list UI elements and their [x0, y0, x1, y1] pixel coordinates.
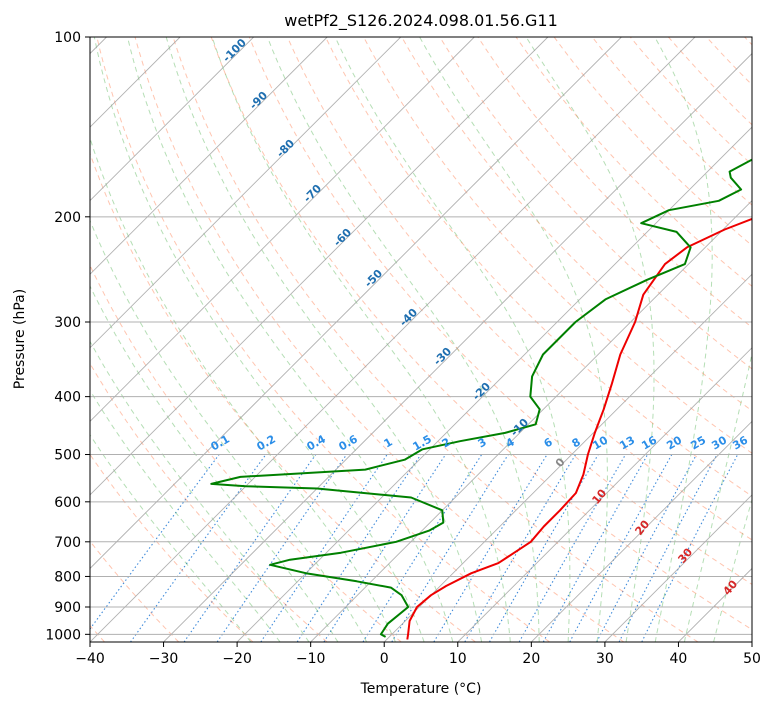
dry-adiabat	[172, 37, 699, 642]
moist-adiabat	[90, 433, 252, 642]
isotherm-line	[383, 273, 752, 642]
dry-adiabat	[90, 453, 254, 642]
moist-adiabat	[165, 37, 483, 642]
moist-adiabat	[211, 37, 511, 642]
x-tick-label: 10	[449, 651, 467, 667]
mixing-ratio-line	[489, 454, 599, 642]
y-tick-label: 200	[54, 210, 81, 226]
mixing-ratio-line	[216, 454, 348, 642]
isotherm-line	[90, 37, 549, 496]
x-tick-label: 0	[380, 651, 389, 667]
moist-adiabat	[90, 340, 310, 642]
x-tick-label: −10	[296, 651, 326, 667]
moist-adiabat	[266, 37, 540, 642]
y-tick-label: 700	[54, 535, 81, 551]
y-tick-label: 500	[54, 448, 81, 464]
dewpoint-profile	[210, 158, 752, 638]
isotherm-line	[310, 200, 752, 642]
moist-adiabat	[419, 37, 608, 642]
chart-title: wetPf2_S126.2024.098.01.56.G11	[284, 11, 558, 31]
dry-adiabat	[90, 152, 476, 642]
moist-adiabat	[90, 389, 281, 642]
dry-adiabat	[96, 37, 550, 642]
isotherm-line	[90, 37, 402, 349]
y-tick-label: 1000	[45, 627, 81, 643]
y-axis-label: Pressure (hPa)	[12, 289, 28, 389]
dry-adiabat	[286, 37, 752, 541]
mixing-ratio-line	[260, 454, 388, 642]
y-tick-label: 900	[54, 600, 81, 616]
dry-adiabat	[325, 37, 752, 497]
isotherm-line	[90, 37, 254, 202]
dry-adiabat	[515, 37, 752, 287]
isotherm-line	[531, 420, 752, 642]
x-tick-label: −20	[222, 651, 252, 667]
dry-adiabat	[401, 37, 752, 412]
x-axis-label: Temperature (°C)	[360, 681, 482, 697]
mixing-ratio-line	[596, 454, 697, 642]
mixing-ratio-line	[296, 454, 422, 642]
mixing-ratio-line	[518, 454, 626, 642]
isotherm-line	[90, 37, 622, 570]
y-tick-label: 400	[54, 390, 81, 406]
profile-series	[210, 158, 752, 640]
dry-adiabat	[90, 362, 328, 642]
isotherm-line	[604, 494, 752, 642]
isotherm-line	[90, 37, 328, 275]
y-tick-label: 800	[54, 569, 81, 585]
mixing-ratio-line	[130, 454, 267, 642]
mixing-ratio-line	[323, 454, 447, 642]
isotherm-line	[457, 347, 752, 642]
moist-adiabat	[90, 136, 396, 642]
dry-adiabat	[210, 37, 752, 631]
mixing-ratio-line	[569, 454, 673, 642]
y-tick-label: 600	[54, 495, 81, 511]
mixing-ratio-line	[90, 454, 220, 630]
dry-adiabat	[134, 37, 625, 642]
isotherm-line	[163, 52, 752, 642]
x-tick-label: 40	[670, 651, 688, 667]
isotherm-line	[90, 37, 696, 642]
moist-adiabat	[334, 37, 571, 642]
x-tick-label: 20	[522, 651, 540, 667]
moist-adiabat	[93, 37, 425, 642]
plot-area: -100-90-80-70-60-50-40-30-20-100.1 0.2 0.4…	[90, 37, 752, 642]
mixing-ratio-line	[464, 454, 577, 642]
isotherms	[90, 37, 752, 642]
isotherm-line	[90, 37, 475, 422]
dry-adiabat	[90, 540, 180, 642]
x-axis-ticks: −40 −30 −20 −10 0 10 20 30 40 50	[75, 642, 761, 667]
x-tick-label: −40	[75, 651, 105, 667]
mixing-ratio-lines	[90, 454, 739, 642]
dry-adiabat	[363, 37, 752, 454]
dry-adiabat	[248, 37, 752, 585]
y-tick-label: 300	[54, 315, 81, 331]
x-tick-label: 50	[743, 651, 761, 667]
y-axis-ticks: 1000 900 800 700 600 500 400 300 200 100	[45, 30, 90, 643]
x-tick-label: −30	[149, 651, 179, 667]
mixing-ratio-line	[183, 454, 317, 642]
plot-frame	[89, 36, 753, 643]
x-tick-label: 30	[596, 651, 614, 667]
isotherm-line	[236, 126, 752, 642]
y-tick-label: 100	[54, 30, 81, 46]
temperature-profile	[406, 217, 752, 640]
